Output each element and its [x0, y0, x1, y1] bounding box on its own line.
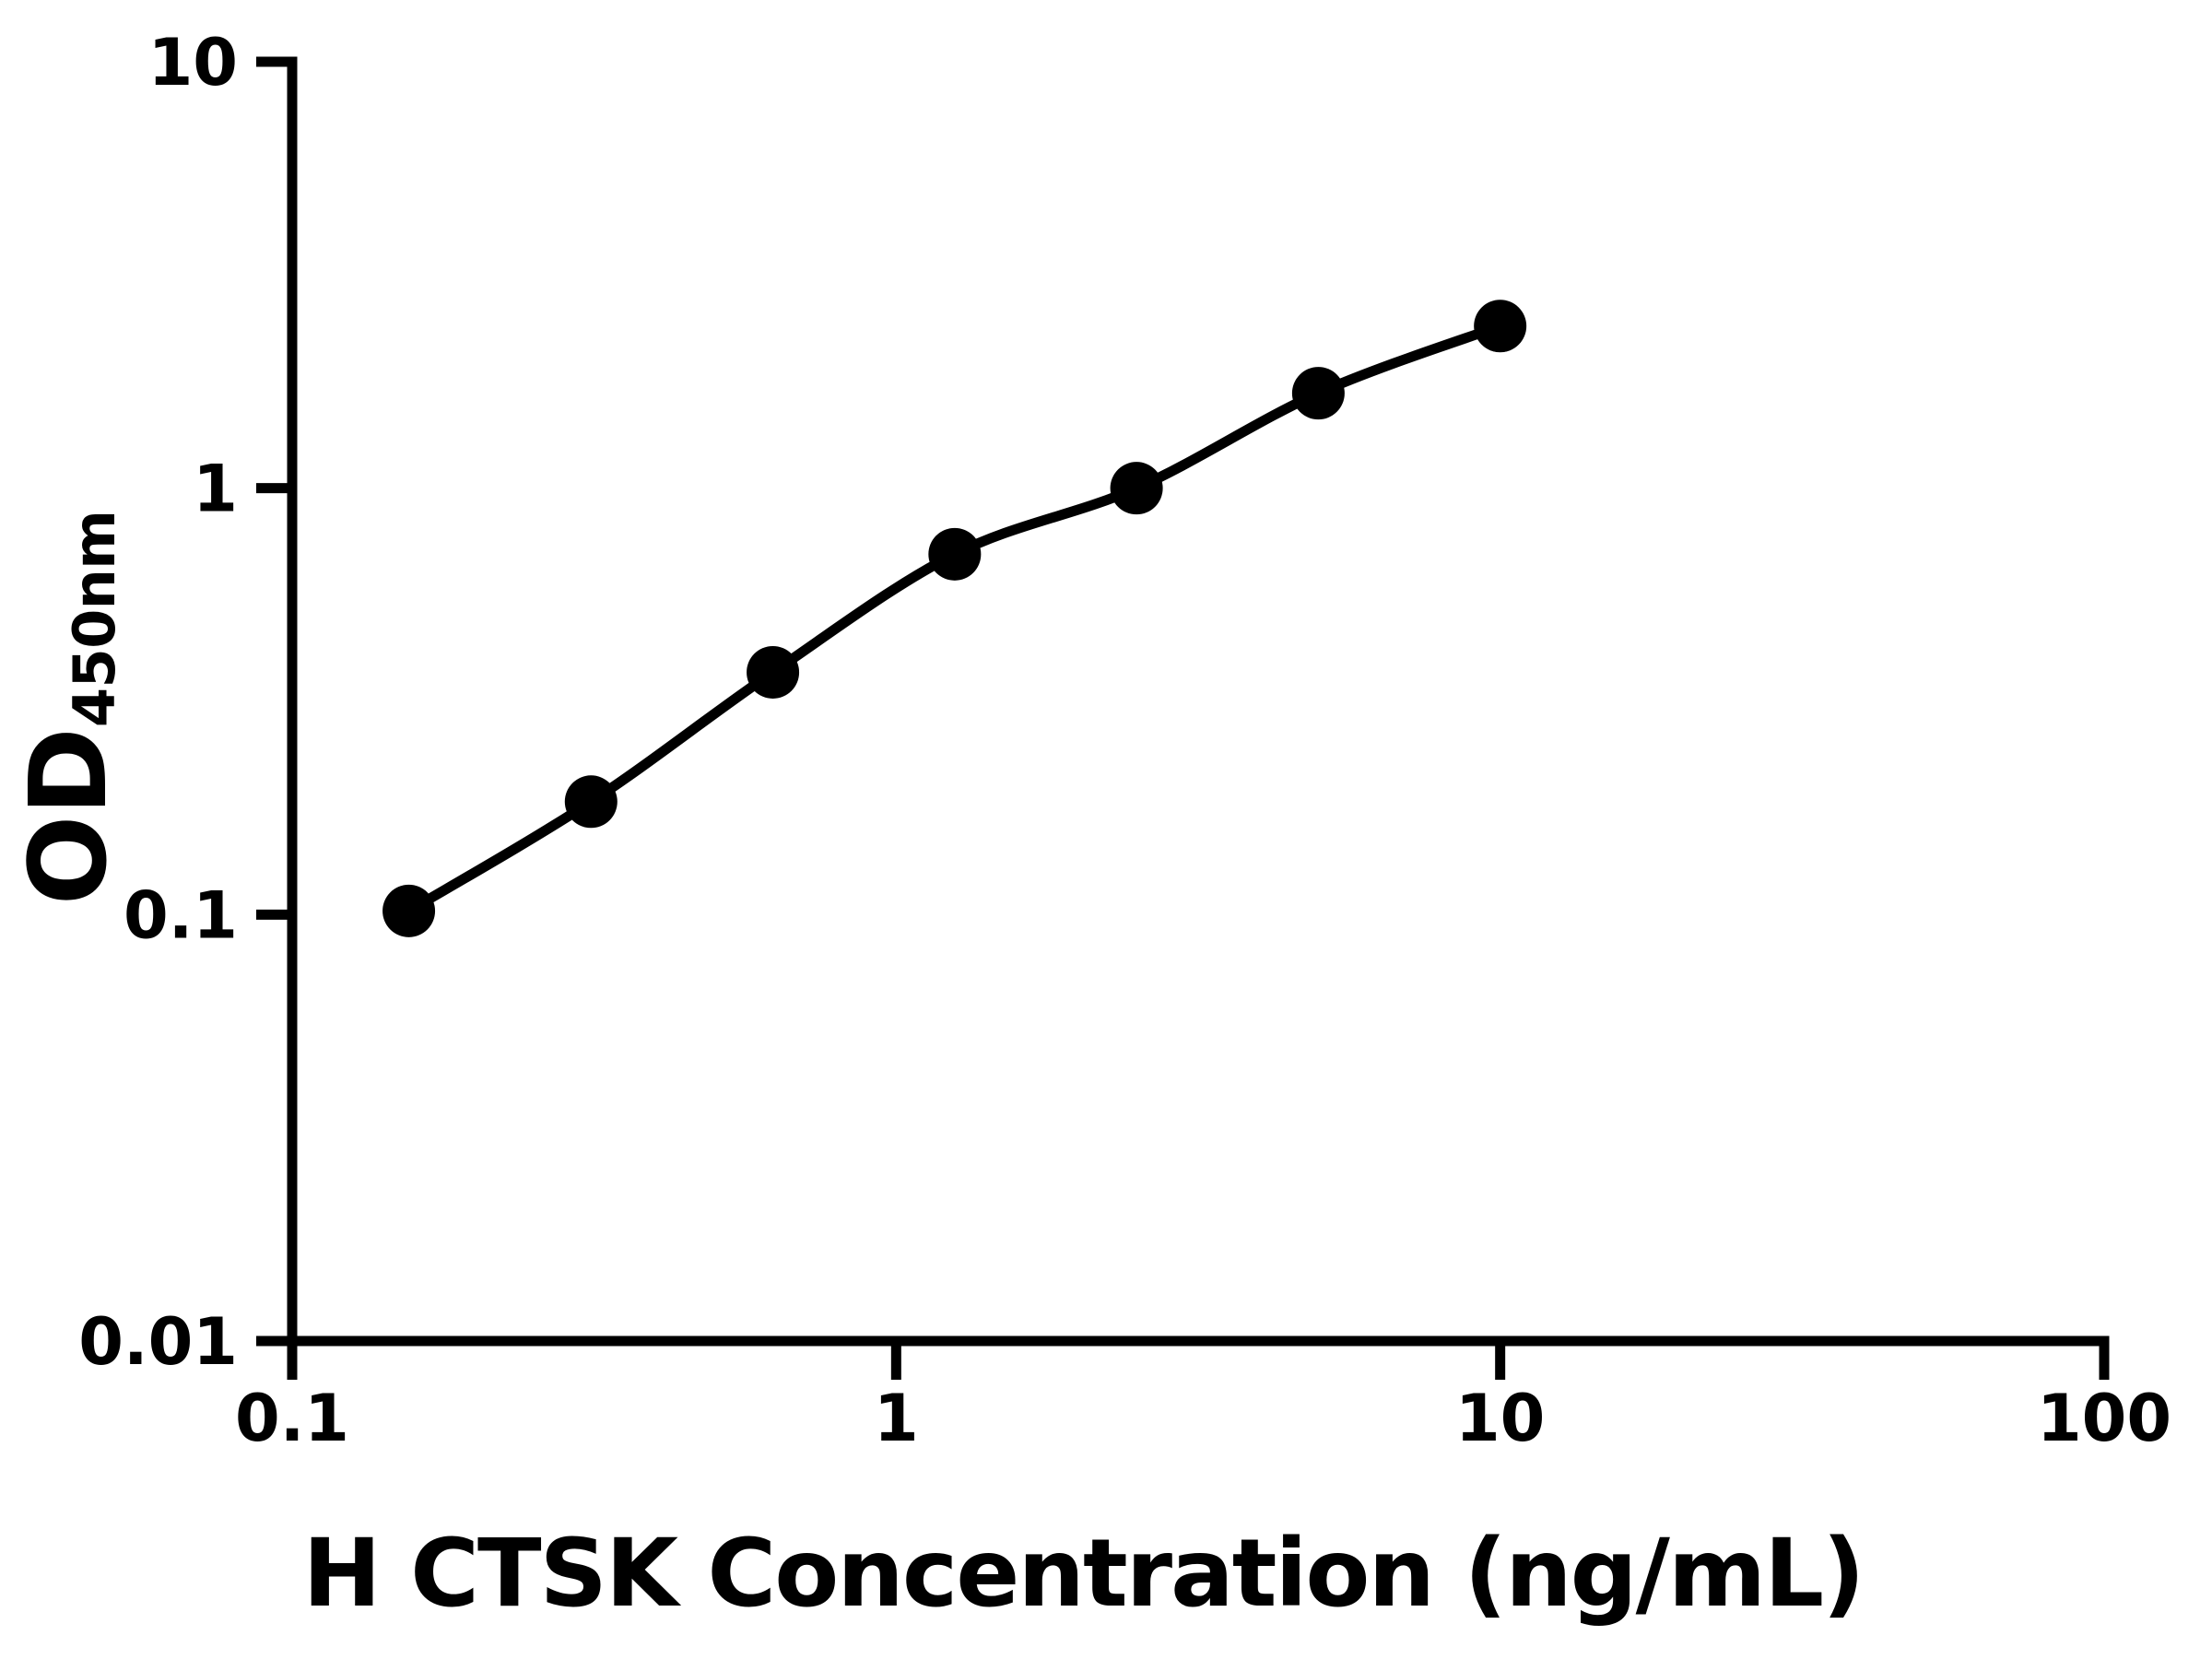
- standard-curve-line: [406, 321, 1502, 916]
- data-point-marker: [382, 884, 436, 937]
- data-point-marker: [747, 645, 800, 699]
- data-point-marker: [564, 775, 618, 829]
- data-point-marker: [1110, 462, 1163, 515]
- y-axis-title-base: OD: [7, 727, 131, 906]
- y-tick-label: 0.1: [124, 877, 238, 953]
- x-tick-label: 1: [874, 1381, 919, 1456]
- data-point-marker: [928, 527, 982, 581]
- x-axis-title: H CTSK Concentration (ng/mL): [302, 1519, 1865, 1629]
- y-tick-label: 10: [148, 25, 238, 100]
- data-point-marker: [1474, 300, 1527, 353]
- x-tick-label: 10: [1455, 1381, 1545, 1456]
- data-point-marker: [1291, 367, 1345, 420]
- y-tick-label: 0.01: [78, 1304, 238, 1380]
- y-axis-title: OD450nm: [7, 511, 131, 906]
- y-tick-label: 1: [193, 452, 238, 527]
- x-tick-label: 100: [2037, 1381, 2171, 1456]
- x-tick-label: 0.1: [235, 1381, 349, 1456]
- y-axis-title-subscript: 450nm: [60, 510, 128, 728]
